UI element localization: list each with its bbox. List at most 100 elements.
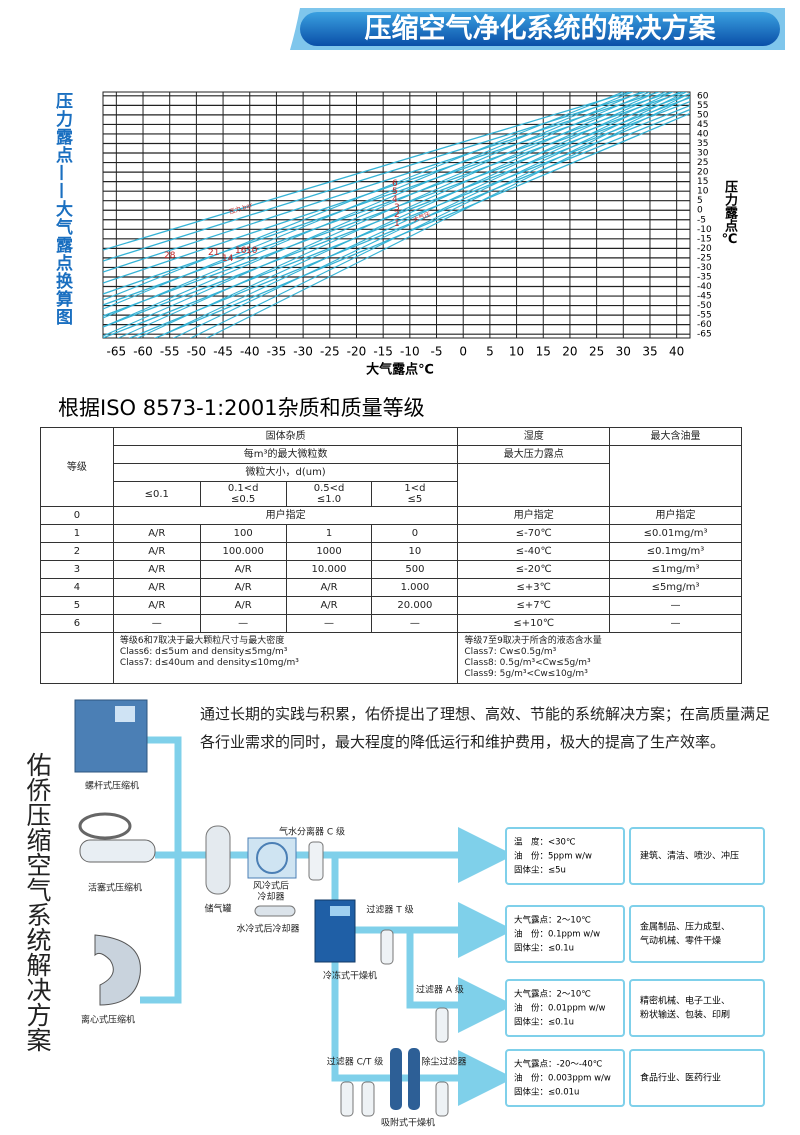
table-cell: 500	[371, 560, 459, 579]
table-cell: ≤0.1mg/m³	[609, 542, 742, 561]
system-title: 佑侨压缩空气系统解决方案	[23, 752, 52, 1052]
table-cell	[40, 632, 114, 684]
table-header: 0.1<d ≤0.5	[199, 481, 287, 507]
y-tick-label: -25	[697, 253, 712, 263]
component-label: 离心式压缩机	[81, 1014, 135, 1026]
component-label: 活塞式压缩机	[88, 882, 142, 894]
table-cell: 100	[199, 524, 287, 543]
pressure-curve	[128, 108, 690, 338]
table-row: 等级6和7取决于最大颗粒尺寸与最大密度 Class6: d≤5um and den…	[40, 632, 742, 684]
y-tick-label: 40	[697, 129, 709, 139]
y-tick-label: -45	[697, 292, 712, 302]
table-header	[609, 445, 742, 507]
iso-table: 等级 固体杂质 湿度 最大含油量 每m³的最大微粒数 最大压力露点 微粒大小，d(um) ≤0…	[40, 427, 742, 684]
y-tick-label: -20	[697, 244, 712, 254]
filter	[361, 1081, 375, 1117]
table-cell: ≤-70℃	[457, 524, 611, 543]
table-cell: A/R	[112, 524, 201, 543]
table-cell: 用户指定	[609, 506, 742, 525]
intro-text: 通过长期的实践与积累，佑侨提出了理想、高效、节能的系统解决方案；在高质量满足各行…	[200, 705, 771, 751]
spec-line: 固体尘：≤0.1u	[514, 1017, 574, 1028]
table-cell: A/R	[285, 596, 373, 615]
pressure-curve	[205, 96, 690, 338]
table-wrap: 等级 固体杂质 湿度 最大含油量 每m³的最大微粒数 最大压力露点 微粒大小，d(um) ≤0…	[40, 427, 742, 684]
x-tick-label: -30	[293, 345, 313, 359]
table-cell: 3	[40, 560, 114, 579]
size-class: 1<d	[404, 483, 426, 494]
size-class: ≤0.1	[144, 488, 169, 500]
spec-line: 油 份：0.1ppm w/w	[514, 929, 600, 940]
y-tick-label: -50	[697, 301, 712, 311]
y-tick-label: 10	[697, 187, 709, 197]
y-tick-label: 45	[697, 120, 708, 130]
note-line: Class7: Cw≤0.5g/m³	[464, 647, 557, 657]
application-line: 精密机械、电子工业、	[640, 995, 730, 1007]
y-tick-label: -60	[697, 320, 712, 330]
table-cell: 用户指定	[112, 506, 459, 525]
pressure-curve	[103, 92, 661, 273]
table-cell: 2	[40, 542, 114, 561]
y-axis-label: 压力露点℃	[722, 180, 737, 247]
curve-label: 10	[246, 246, 258, 256]
table-cell: —	[285, 614, 373, 633]
curve-label: 5	[392, 187, 398, 197]
component-label: 储气罐	[204, 903, 231, 915]
component-label: 过滤器 T 级	[366, 904, 413, 916]
pressure-curve	[103, 97, 690, 317]
table-cell: A/R	[112, 560, 201, 579]
table-row: 4 A/R A/R A/R 1.000 ≤+3℃ ≤5mg/m³	[40, 578, 742, 597]
pressure-curve	[153, 112, 690, 338]
table-cell: A/R	[112, 578, 201, 597]
pressure-curve	[103, 104, 690, 338]
spec-line: 固体尘：≤0.1u	[514, 943, 574, 954]
table-header: 1<d ≤5	[371, 481, 459, 507]
size-class: 0.5<d	[313, 483, 345, 494]
curve-label: 14	[222, 254, 234, 264]
component-label: 过滤器 C/T 级	[327, 1056, 384, 1068]
y-tick-label: -10	[697, 225, 712, 235]
table-cell: 4	[40, 578, 114, 597]
table-header: 最大含油量	[609, 427, 742, 446]
note-line: 等级6和7取决于最大颗粒尺寸与最大密度	[119, 636, 285, 646]
note-line: 等级7至9取决于所含的液态含水量	[464, 636, 602, 646]
component-label: 螺杆式压缩机	[85, 780, 139, 792]
x-tick-label: -5	[431, 345, 443, 359]
chart: 605550454035302520151050-5-10-15-20-25-3…	[103, 91, 712, 359]
table-cell: ≤0.01mg/m³	[609, 524, 742, 543]
table-cell: 5	[40, 596, 114, 615]
application-line: 金属制品、压力成型、	[640, 921, 730, 933]
chart-title: 压力露点——大气露点换算图	[52, 92, 72, 326]
y-tick-label: 5	[697, 196, 703, 206]
table-cell: A/R	[199, 578, 287, 597]
table-row: 2 A/R 100.000 1000 10 ≤-40℃ ≤0.1mg/m³	[40, 542, 742, 561]
table-cell: A/R	[199, 596, 287, 615]
spec-line: 油 份：0.003ppm w/w	[514, 1073, 611, 1084]
spec-box	[505, 905, 625, 963]
table-cell: ≤5mg/m³	[609, 578, 742, 597]
spec-line: 大气露点：2～10℃	[514, 915, 591, 926]
table-header: 湿度	[457, 427, 611, 446]
table-cell: ≤1mg/m³	[609, 560, 742, 579]
pipe	[406, 930, 514, 1033]
piston-compressor	[79, 839, 156, 863]
piston-belt	[78, 812, 132, 840]
dryer-panel	[330, 906, 350, 916]
screw-compressor	[74, 699, 148, 773]
table-cell: ≤-20℃	[457, 560, 611, 579]
pressure-curve	[172, 92, 688, 338]
table-cell: A/R	[112, 542, 201, 561]
size-class: ≤5	[407, 494, 423, 505]
application-line: 建筑、清洁、喷沙、冲压	[640, 850, 739, 862]
x-tick-label: -15	[373, 345, 393, 359]
table-notes: 等级6和7取决于最大颗粒尺寸与最大密度 Class6: d≤5um and den…	[112, 632, 459, 684]
filter	[380, 929, 394, 965]
table-cell: —	[609, 614, 742, 633]
size-class: ≤1.0	[316, 494, 342, 505]
banner	[300, 12, 780, 46]
spec-line: 油 份：0.01ppm w/w	[514, 1003, 606, 1014]
y-tick-label: -5	[697, 215, 706, 225]
application-line: 气动机械、零件干燥	[640, 935, 721, 947]
size-class: ≤0.5	[231, 494, 256, 505]
table-title: 根据ISO 8573-1:2001杂质和质量等级	[58, 396, 425, 420]
table-row: 每m³的最大微粒数 最大压力露点	[41, 445, 742, 507]
